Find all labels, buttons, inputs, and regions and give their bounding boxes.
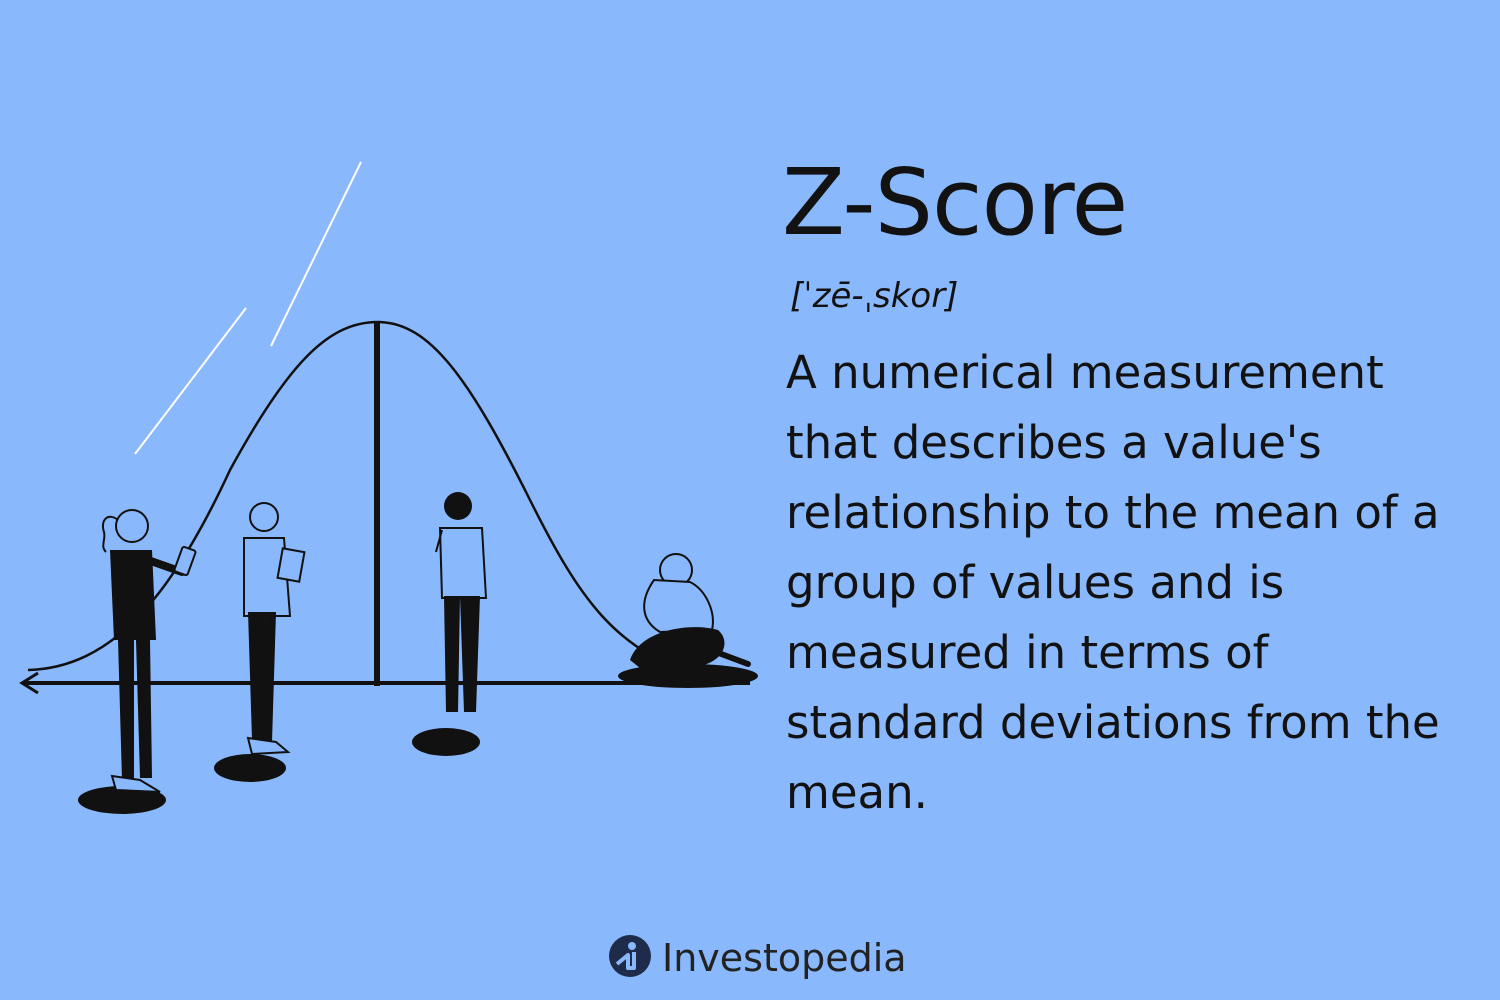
motion-line <box>270 161 362 347</box>
motion-line <box>134 307 247 455</box>
brand-logo: Investopedia <box>608 930 907 986</box>
investopedia-logo-icon <box>608 934 652 982</box>
term-definition: A numerical measurement that describes a… <box>786 346 1440 819</box>
person-on-phone <box>412 492 488 756</box>
person-woman-tablet <box>78 509 197 814</box>
term-title: Z-Score <box>782 149 1128 256</box>
brand-name: Investopedia <box>662 936 907 980</box>
bell-curve-illustration <box>19 161 758 814</box>
x-axis-arrow <box>19 671 39 695</box>
person-man-clipboard <box>214 502 306 782</box>
term-pronunciation: [ˈzē-ˌskor] <box>790 276 959 316</box>
person-kneeling <box>618 553 758 688</box>
